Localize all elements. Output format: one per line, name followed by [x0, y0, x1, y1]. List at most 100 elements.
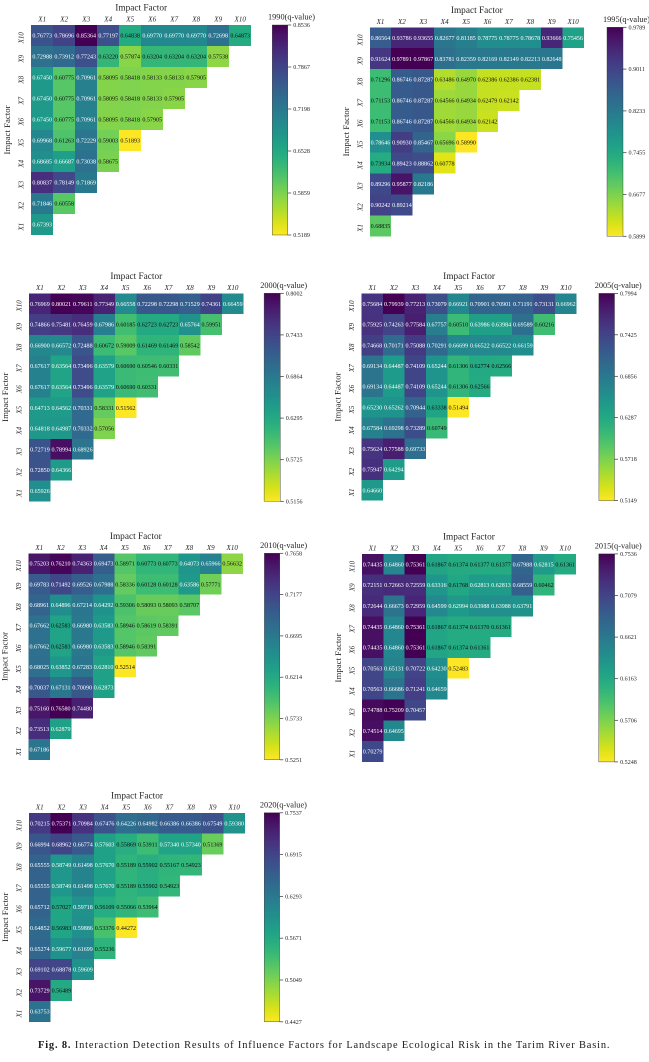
- svg-text:0.63316: 0.63316: [427, 583, 447, 589]
- svg-text:0.60462: 0.60462: [534, 583, 554, 589]
- svg-text:0.63204: 0.63204: [186, 55, 206, 61]
- svg-text:0.69968: 0.69968: [32, 139, 52, 145]
- svg-text:0.75481: 0.75481: [52, 323, 72, 329]
- svg-text:0.63564: 0.63564: [52, 364, 72, 370]
- svg-text:X1: X1: [348, 489, 356, 498]
- svg-text:0.5718: 0.5718: [620, 457, 637, 463]
- svg-text:X9: X9: [206, 544, 215, 552]
- svg-text:0.57340: 0.57340: [181, 842, 201, 848]
- svg-text:0.75947: 0.75947: [363, 468, 383, 474]
- svg-text:0.72488: 0.72488: [73, 343, 93, 349]
- svg-text:0.75925: 0.75925: [363, 323, 383, 329]
- svg-text:0.8536: 0.8536: [293, 23, 310, 29]
- svg-text:0.64860: 0.64860: [384, 625, 404, 631]
- svg-text:X7: X7: [496, 544, 505, 552]
- svg-text:0.65966: 0.65966: [201, 562, 221, 568]
- svg-text:Impact Factor: Impact Factor: [2, 105, 12, 154]
- svg-text:0.61263: 0.61263: [54, 139, 74, 145]
- svg-text:0.78696: 0.78696: [54, 34, 74, 40]
- svg-text:Impact Factor: Impact Factor: [443, 532, 496, 542]
- svg-text:0.7177: 0.7177: [285, 593, 302, 599]
- svg-text:X10: X10: [16, 300, 24, 313]
- svg-text:0.64934: 0.64934: [456, 99, 476, 105]
- svg-text:0.62386: 0.62386: [478, 78, 498, 84]
- svg-text:0.67988: 0.67988: [94, 582, 114, 588]
- svg-text:0.74109: 0.74109: [406, 364, 426, 370]
- svg-text:0.82648: 0.82648: [542, 57, 562, 63]
- svg-text:X9: X9: [213, 16, 222, 24]
- svg-text:0.67450: 0.67450: [32, 97, 52, 103]
- svg-text:0.68878: 0.68878: [52, 968, 72, 974]
- svg-text:0.58133: 0.58133: [142, 97, 162, 103]
- svg-text:0.9011: 0.9011: [629, 67, 646, 73]
- svg-text:0.58133: 0.58133: [164, 76, 184, 82]
- svg-text:2010(q-value): 2010(q-value): [260, 541, 307, 550]
- svg-text:0.55066: 0.55066: [116, 905, 136, 911]
- svg-text:0.75684: 0.75684: [363, 302, 383, 308]
- svg-text:0.75371: 0.75371: [52, 821, 72, 827]
- svg-text:0.73038: 0.73038: [76, 160, 96, 166]
- svg-text:0.69589: 0.69589: [513, 323, 533, 329]
- svg-text:0.6695: 0.6695: [285, 634, 302, 640]
- svg-text:0.57670: 0.57670: [95, 863, 115, 869]
- svg-text:0.60185: 0.60185: [116, 323, 136, 329]
- svg-text:0.63220: 0.63220: [98, 55, 118, 61]
- svg-text:0.52483: 0.52483: [448, 666, 468, 672]
- svg-text:0.69134: 0.69134: [363, 364, 383, 370]
- svg-text:0.69770: 0.69770: [164, 34, 184, 40]
- svg-text:0.64294: 0.64294: [384, 468, 404, 474]
- svg-text:0.61374: 0.61374: [448, 646, 468, 652]
- svg-text:0.72229: 0.72229: [76, 139, 96, 145]
- svg-text:Impact Factor: Impact Factor: [341, 107, 351, 156]
- svg-text:0.65696: 0.65696: [435, 140, 455, 146]
- svg-text:0.62381: 0.62381: [520, 78, 540, 84]
- svg-text:X9: X9: [207, 284, 216, 292]
- svg-text:0.58990: 0.58990: [456, 140, 476, 146]
- svg-text:X4: X4: [432, 284, 441, 292]
- svg-text:X5: X5: [356, 140, 364, 149]
- svg-text:0.60546: 0.60546: [137, 364, 157, 370]
- svg-text:X10: X10: [348, 300, 356, 313]
- svg-text:0.64659: 0.64659: [427, 687, 447, 693]
- svg-text:0.76969: 0.76969: [30, 302, 50, 308]
- svg-text:X3: X3: [81, 16, 90, 24]
- svg-text:0.65262: 0.65262: [384, 405, 404, 411]
- svg-text:0.70961: 0.70961: [76, 97, 96, 103]
- svg-text:0.61867: 0.61867: [427, 562, 447, 568]
- svg-text:X8: X8: [18, 75, 26, 84]
- svg-text:0.62994: 0.62994: [448, 604, 468, 610]
- svg-text:0.64970: 0.64970: [456, 78, 476, 84]
- svg-text:0.44272: 0.44272: [116, 926, 136, 932]
- svg-text:0.69770: 0.69770: [186, 34, 206, 40]
- svg-text:0.59677: 0.59677: [52, 947, 72, 953]
- svg-text:0.70291: 0.70291: [427, 343, 447, 349]
- svg-text:X9: X9: [16, 842, 24, 851]
- svg-text:0.66386: 0.66386: [181, 821, 201, 827]
- svg-text:0.60331: 0.60331: [159, 364, 179, 370]
- svg-text:0.72559: 0.72559: [406, 583, 426, 589]
- svg-text:0.67617: 0.67617: [30, 364, 50, 370]
- svg-text:0.62879: 0.62879: [51, 727, 71, 733]
- svg-text:0.62583: 0.62583: [51, 624, 71, 630]
- svg-text:0.5248: 0.5248: [620, 760, 637, 766]
- svg-text:0.66386: 0.66386: [160, 821, 180, 827]
- svg-text:0.62479: 0.62479: [478, 99, 498, 105]
- svg-text:0.57905: 0.57905: [142, 118, 162, 124]
- svg-text:X1: X1: [376, 18, 385, 26]
- svg-text:X6: X6: [142, 284, 151, 292]
- svg-text:X1: X1: [18, 223, 26, 232]
- svg-text:0.6621: 0.6621: [620, 635, 637, 641]
- svg-text:0.51369: 0.51369: [203, 842, 223, 848]
- svg-text:X5: X5: [461, 18, 470, 26]
- svg-text:0.59009: 0.59009: [116, 343, 136, 349]
- svg-text:0.60775: 0.60775: [54, 97, 74, 103]
- svg-text:0.62386: 0.62386: [499, 78, 519, 84]
- svg-text:0.66900: 0.66900: [30, 343, 50, 349]
- svg-text:X1: X1: [356, 224, 364, 233]
- svg-text:0.63753: 0.63753: [30, 1009, 50, 1015]
- svg-text:0.70984: 0.70984: [73, 821, 93, 827]
- svg-text:0.7455: 0.7455: [629, 151, 646, 157]
- svg-text:0.4427: 0.4427: [285, 1020, 302, 1026]
- svg-text:0.74788: 0.74788: [363, 708, 383, 714]
- svg-text:0.70961: 0.70961: [76, 76, 96, 82]
